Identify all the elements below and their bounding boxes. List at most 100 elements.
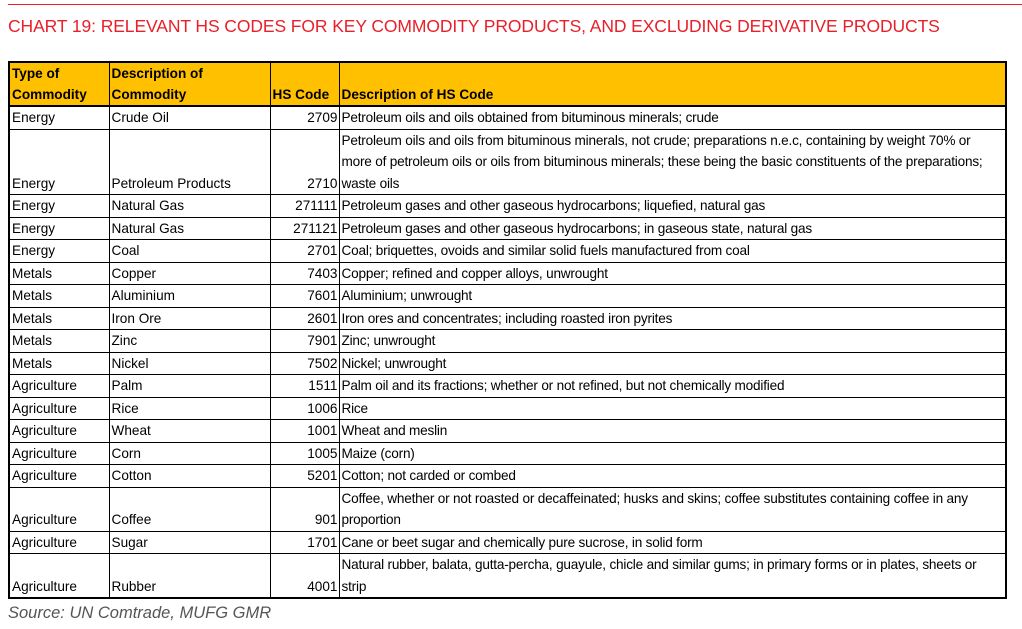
chart-title: CHART 19: RELEVANT HS CODES FOR KEY COMM… <box>8 16 940 36</box>
source-note: Source: UN Comtrade, MUFG GMR <box>8 604 272 622</box>
cell-commodity: Copper <box>108 261 271 285</box>
table-row: Agriculture Rubber 4001 Natural rubber, bal… <box>8 553 1007 599</box>
cell-description: Petroleum gases and other gaseous hydroc… <box>338 194 1007 218</box>
cell-commodity: Cotton <box>108 464 271 488</box>
header-description: Description of HS Code <box>338 61 1007 107</box>
cell-type: Agriculture <box>8 464 110 488</box>
table-row: Agriculture Wheat 1001 Wheat and meslin <box>8 419 1007 443</box>
cell-type: Agriculture <box>8 441 110 465</box>
table-row: Metals Aluminium 7601 Aluminium; unwrought <box>8 284 1007 308</box>
cell-description: Cotton; not carded or combed <box>338 464 1007 488</box>
cell-hs-code: 1001 <box>269 419 340 443</box>
cell-hs-code: 1511 <box>269 374 340 398</box>
hs-codes-table: Type of Commodity Description of Commodi… <box>8 61 1007 599</box>
cell-type: Energy <box>8 194 110 218</box>
table-row: Energy Crude Oil 2709 Petroleum oils and oi… <box>8 105 1007 130</box>
cell-commodity: Corn <box>108 441 271 465</box>
cell-description: Wheat and meslin <box>338 419 1007 443</box>
cell-description: Maize (corn) <box>338 441 1007 465</box>
table-row: Energy Coal 2701 Coal; briquettes, ovoids a… <box>8 239 1007 263</box>
cell-commodity: Iron Ore <box>108 306 271 330</box>
cell-description: Petroleum oils and oils obtained from bi… <box>338 105 1007 130</box>
cell-type: Metals <box>8 306 110 330</box>
cell-commodity: Natural Gas <box>108 216 271 240</box>
cell-description: Petroleum oils and oils from bituminous … <box>338 128 1007 195</box>
cell-commodity: Natural Gas <box>108 194 271 218</box>
cell-hs-code: 1701 <box>269 530 340 554</box>
cell-description: Aluminium; unwrought <box>338 284 1007 308</box>
cell-hs-code: 901 <box>269 486 340 532</box>
cell-hs-code: 1005 <box>269 441 340 465</box>
cell-type: Energy <box>8 128 110 195</box>
cell-hs-code: 2709 <box>269 105 340 130</box>
header-commodity: Description of Commodity <box>108 61 271 107</box>
cell-description: Natural rubber, balata, gutta-percha, gu… <box>338 553 1007 599</box>
table-row: Metals Copper 7403 Copper; refined and copp… <box>8 261 1007 285</box>
cell-commodity: Sugar <box>108 530 271 554</box>
cell-hs-code: 2701 <box>269 239 340 263</box>
table-row: Agriculture Rice 1006 Rice <box>8 396 1007 420</box>
cell-description: Palm oil and its fractions; whether or n… <box>338 374 1007 398</box>
table-row: Metals Nickel 7502 Nickel; unwrought <box>8 351 1007 375</box>
cell-type: Agriculture <box>8 553 110 599</box>
cell-type: Agriculture <box>8 419 110 443</box>
cell-description: Nickel; unwrought <box>338 351 1007 375</box>
header-hs-code: HS Code <box>269 61 340 107</box>
cell-commodity: Palm <box>108 374 271 398</box>
cell-description: Coal; briquettes, ovoids and similar sol… <box>338 239 1007 263</box>
table-header-row: Type of Commodity Description of Commodi… <box>8 61 1007 107</box>
cell-hs-code: 2601 <box>269 306 340 330</box>
cell-hs-code: 7403 <box>269 261 340 285</box>
cell-hs-code: 4001 <box>269 553 340 599</box>
cell-type: Metals <box>8 329 110 353</box>
cell-hs-code: 7601 <box>269 284 340 308</box>
cell-type: Energy <box>8 216 110 240</box>
table-row: Energy Natural Gas 271111 Petroleum gases a… <box>8 194 1007 218</box>
top-rule <box>8 4 1022 5</box>
cell-hs-code: 7502 <box>269 351 340 375</box>
table-row: Agriculture Palm 1511 Palm oil and its frac… <box>8 374 1007 398</box>
cell-type: Agriculture <box>8 486 110 532</box>
cell-type: Energy <box>8 105 110 130</box>
cell-commodity: Petroleum Products <box>108 128 271 195</box>
cell-commodity: Rubber <box>108 553 271 599</box>
cell-hs-code: 7901 <box>269 329 340 353</box>
cell-type: Metals <box>8 351 110 375</box>
cell-hs-code: 2710 <box>269 128 340 195</box>
table-row: Agriculture Sugar 1701 Cane or beet sugar a… <box>8 530 1007 554</box>
cell-commodity: Aluminium <box>108 284 271 308</box>
table-row: Metals Iron Ore 2601 Iron ores and concentr… <box>8 306 1007 330</box>
cell-commodity: Coffee <box>108 486 271 532</box>
cell-hs-code: 1006 <box>269 396 340 420</box>
cell-description: Copper; refined and copper alloys, unwro… <box>338 261 1007 285</box>
cell-commodity: Crude Oil <box>108 105 271 130</box>
table-row: Energy Petroleum Products 2710 Petroleum oi… <box>8 128 1007 195</box>
header-type: Type of Commodity <box>8 61 110 107</box>
cell-commodity: Wheat <box>108 419 271 443</box>
cell-description: Rice <box>338 396 1007 420</box>
table-row: Agriculture Corn 1005 Maize (corn) <box>8 441 1007 465</box>
cell-hs-code: 5201 <box>269 464 340 488</box>
cell-type: Metals <box>8 284 110 308</box>
cell-type: Agriculture <box>8 374 110 398</box>
cell-hs-code: 271111 <box>269 194 340 218</box>
cell-description: Petroleum gases and other gaseous hydroc… <box>338 216 1007 240</box>
cell-type: Metals <box>8 261 110 285</box>
cell-type: Agriculture <box>8 530 110 554</box>
cell-commodity: Rice <box>108 396 271 420</box>
cell-type: Agriculture <box>8 396 110 420</box>
cell-hs-code: 271121 <box>269 216 340 240</box>
cell-description: Cane or beet sugar and chemically pure s… <box>338 530 1007 554</box>
table-row: Agriculture Cotton 5201 Cotton; not carded … <box>8 464 1007 488</box>
cell-commodity: Zinc <box>108 329 271 353</box>
cell-commodity: Coal <box>108 239 271 263</box>
cell-description: Iron ores and concentrates; including ro… <box>338 306 1007 330</box>
cell-description: Zinc; unwrought <box>338 329 1007 353</box>
table-row: Metals Zinc 7901 Zinc; unwrought <box>8 329 1007 353</box>
cell-commodity: Nickel <box>108 351 271 375</box>
cell-description: Coffee, whether or not roasted or decaff… <box>338 486 1007 532</box>
cell-type: Energy <box>8 239 110 263</box>
table-row: Agriculture Coffee 901 Coffee, whether or n… <box>8 486 1007 532</box>
table-row: Energy Natural Gas 271121 Petroleum gases a… <box>8 216 1007 240</box>
